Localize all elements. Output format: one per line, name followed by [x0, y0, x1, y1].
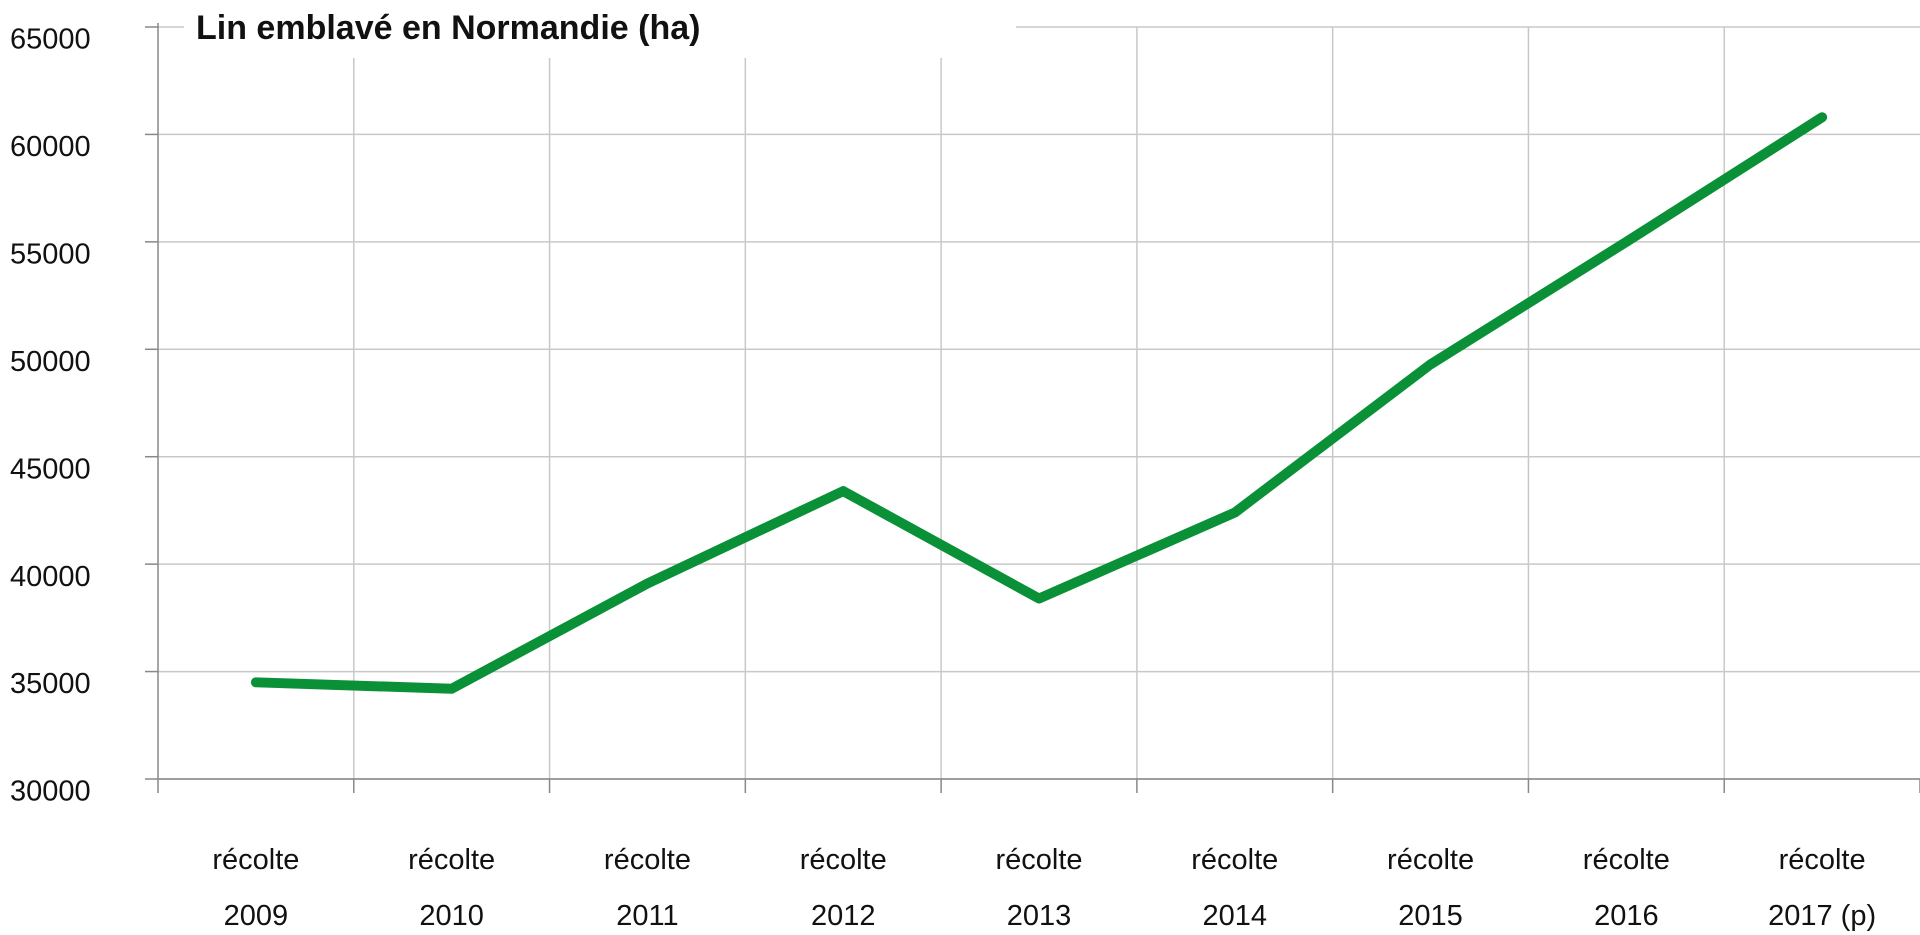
y-tick-label: 40000 [10, 561, 91, 593]
x-tick-label: récolte 2013 [995, 844, 1082, 932]
x-tick-label: récolte 2015 [1387, 844, 1474, 932]
x-tick-label: récolte 2011 [604, 844, 691, 932]
x-tick-label: récolte 2010 [408, 844, 495, 932]
x-tick-label: récolte 2009 [212, 844, 299, 932]
x-tick-label: récolte 2017 (p) [1768, 844, 1876, 932]
x-tick-label: récolte 2012 [800, 844, 887, 932]
y-tick-label: 35000 [10, 668, 91, 700]
y-tick-label: 45000 [10, 453, 91, 485]
x-tick-label: récolte 2014 [1191, 844, 1278, 932]
x-tick-label: récolte 2016 [1583, 844, 1670, 932]
y-tick-label: 65000 [10, 24, 91, 56]
chart-title: Lin emblavé en Normandie (ha) [196, 9, 700, 47]
y-tick-label: 60000 [10, 131, 91, 163]
marks [250, 112, 1828, 694]
grid [145, 23, 1920, 793]
title-box [184, 0, 1016, 58]
data-line [250, 112, 1828, 694]
y-tick-label: 55000 [10, 239, 91, 271]
y-tick-label: 30000 [10, 776, 91, 808]
y-tick-label: 50000 [10, 346, 91, 378]
